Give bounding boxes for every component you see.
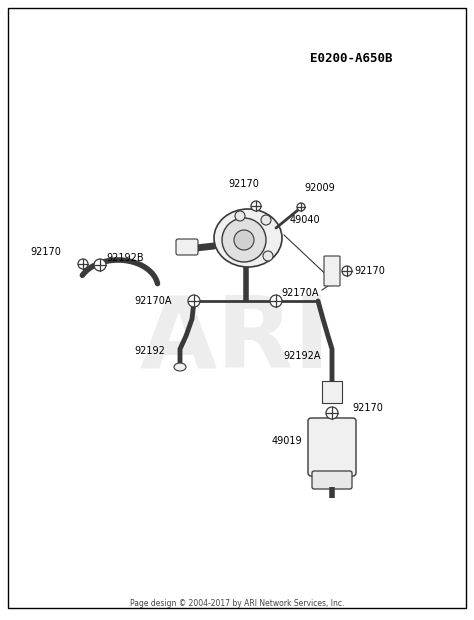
- Circle shape: [235, 211, 245, 221]
- Circle shape: [297, 203, 305, 211]
- Text: 92192B: 92192B: [106, 253, 144, 263]
- Text: 92192: 92192: [134, 346, 165, 356]
- Circle shape: [261, 215, 271, 225]
- Circle shape: [326, 407, 338, 419]
- Circle shape: [263, 251, 273, 261]
- Text: 92170: 92170: [228, 179, 259, 189]
- Text: 92192A: 92192A: [283, 351, 320, 361]
- Text: 49040: 49040: [290, 215, 320, 225]
- Text: 92170A: 92170A: [134, 296, 172, 306]
- Text: 92009: 92009: [304, 183, 335, 193]
- Circle shape: [270, 295, 282, 307]
- Circle shape: [342, 266, 352, 276]
- FancyBboxPatch shape: [176, 239, 198, 255]
- Circle shape: [222, 218, 266, 262]
- FancyBboxPatch shape: [324, 256, 340, 286]
- Text: ARI: ARI: [139, 291, 331, 389]
- Text: 92170: 92170: [354, 266, 385, 276]
- FancyBboxPatch shape: [308, 418, 356, 476]
- Ellipse shape: [214, 209, 282, 267]
- Text: 49019: 49019: [272, 436, 302, 446]
- Circle shape: [78, 259, 88, 269]
- Text: Page design © 2004-2017 by ARI Network Services, Inc.: Page design © 2004-2017 by ARI Network S…: [130, 598, 344, 608]
- Circle shape: [188, 295, 200, 307]
- Text: 92170: 92170: [30, 247, 61, 257]
- FancyBboxPatch shape: [322, 381, 342, 403]
- Circle shape: [94, 259, 106, 271]
- Ellipse shape: [174, 363, 186, 371]
- Text: E0200-A650B: E0200-A650B: [310, 51, 392, 64]
- Circle shape: [234, 230, 254, 250]
- Text: 92170A: 92170A: [281, 288, 319, 298]
- Circle shape: [251, 201, 261, 211]
- FancyBboxPatch shape: [312, 471, 352, 489]
- Text: 92170: 92170: [352, 403, 383, 413]
